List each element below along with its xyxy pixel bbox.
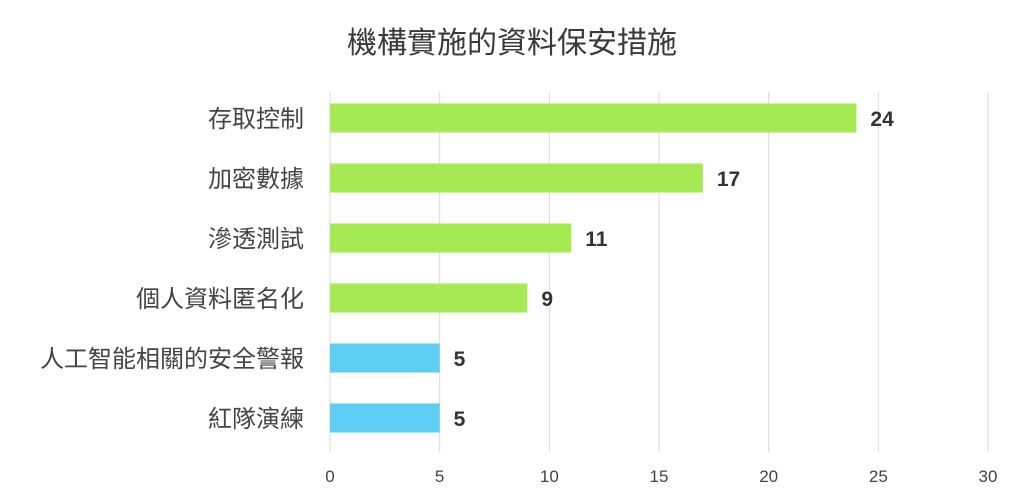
bar-0 bbox=[330, 103, 857, 133]
category-label: 個人資料匿名化 bbox=[136, 285, 304, 313]
x-tick-label: 25 bbox=[869, 467, 888, 486]
data-label: 11 bbox=[585, 228, 608, 251]
bar-4 bbox=[330, 343, 440, 373]
gridlines bbox=[329, 92, 989, 452]
category-label: 人工智能相關的安全警報 bbox=[40, 345, 304, 373]
x-tick-label: 20 bbox=[759, 467, 778, 486]
bar-2 bbox=[330, 223, 572, 253]
data-label: 5 bbox=[454, 348, 466, 371]
data-label: 9 bbox=[541, 288, 553, 311]
data-labels: 24 17 11 9 5 5 bbox=[454, 108, 894, 431]
data-label: 24 bbox=[870, 108, 894, 131]
x-tick-label: 0 bbox=[325, 467, 334, 486]
bar-1 bbox=[330, 163, 703, 193]
x-axis-ticks: 0 5 10 15 20 25 30 bbox=[325, 467, 997, 486]
x-tick-label: 15 bbox=[650, 467, 669, 486]
x-tick-label: 5 bbox=[435, 467, 444, 486]
category-label: 紅隊演練 bbox=[208, 405, 304, 433]
chart-title: 機構實施的資料保安措施 bbox=[347, 26, 677, 61]
category-label: 加密數據 bbox=[208, 165, 304, 193]
category-label: 存取控制 bbox=[208, 105, 304, 133]
bar-5 bbox=[330, 403, 440, 433]
bar-3 bbox=[330, 283, 528, 313]
bars bbox=[330, 103, 857, 433]
x-tick-label: 10 bbox=[540, 467, 559, 486]
category-label: 滲透測試 bbox=[208, 225, 304, 253]
data-label: 5 bbox=[454, 408, 466, 431]
x-tick-label: 30 bbox=[979, 467, 998, 486]
data-label: 17 bbox=[717, 168, 740, 191]
